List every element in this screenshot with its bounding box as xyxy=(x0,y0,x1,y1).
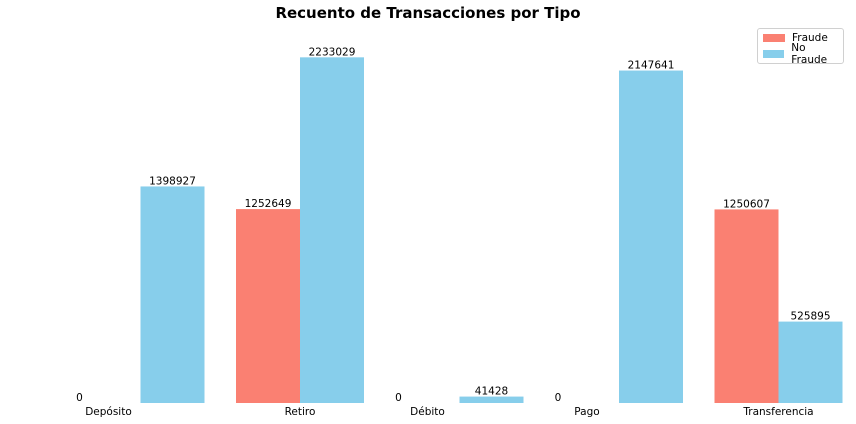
chart-title: Recuento de Transacciones por Tipo xyxy=(275,4,581,22)
x-tick-label-deposito: Depósito xyxy=(85,406,132,418)
legend-swatch-fraude xyxy=(763,34,785,42)
value-label-no-fraude-deposito: 1398927 xyxy=(149,175,196,187)
legend-label-fraude: Fraude xyxy=(792,32,828,44)
legend-item-no-fraude: No Fraude xyxy=(763,42,843,66)
value-label-fraude-deposito: 0 xyxy=(76,392,83,404)
bar-fraude-retiro xyxy=(236,209,300,403)
legend: Fraude No Fraude xyxy=(757,28,844,66)
bar-no-fraude-debito xyxy=(459,396,524,403)
value-label-fraude-pago: 0 xyxy=(555,392,562,404)
x-tick-label-transferencia: Transferencia xyxy=(742,406,813,418)
legend-item-fraude: Fraude xyxy=(763,31,843,45)
legend-label-no-fraude: No Fraude xyxy=(791,42,828,66)
x-tick-label-pago: Pago xyxy=(574,406,599,418)
bar-no-fraude-transferencia xyxy=(778,321,843,403)
value-label-no-fraude-transferencia: 525895 xyxy=(790,311,830,323)
value-label-fraude-transferencia: 1250607 xyxy=(723,198,770,210)
bar-no-fraude-retiro xyxy=(300,57,364,403)
bar-fraude-transferencia xyxy=(714,209,779,403)
x-tick-label-debito: Débito xyxy=(410,406,445,418)
value-label-no-fraude-pago: 2147641 xyxy=(628,60,675,72)
bar-no-fraude-deposito xyxy=(140,186,205,403)
bar-no-fraude-pago xyxy=(619,70,683,404)
value-label-fraude-debito: 0 xyxy=(395,392,402,404)
value-label-no-fraude-debito: 41428 xyxy=(475,386,508,398)
value-label-no-fraude-retiro: 2233029 xyxy=(309,46,356,58)
x-tick-label-retiro: Retiro xyxy=(285,406,316,418)
legend-swatch-no-fraude xyxy=(763,50,785,58)
value-label-fraude-retiro: 1252649 xyxy=(245,198,292,210)
